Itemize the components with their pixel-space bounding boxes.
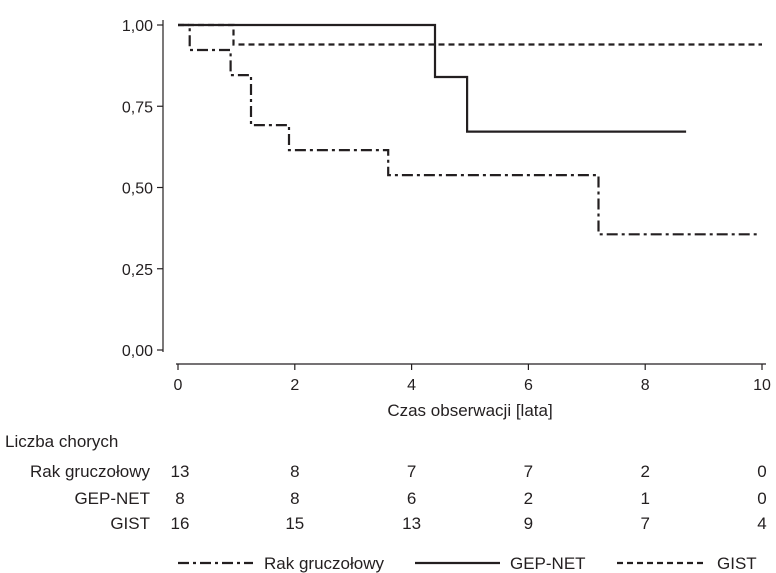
risk-row-label: GIST xyxy=(110,514,150,533)
x-tick-label: 4 xyxy=(407,377,416,394)
legend-label: GIST xyxy=(717,554,757,573)
risk-cell: 13 xyxy=(402,514,421,533)
x-tick-label: 10 xyxy=(753,377,771,394)
series-line-gep-net xyxy=(178,23,687,133)
series-line-rak-gruczo-owy xyxy=(178,23,760,236)
risk-cell: 2 xyxy=(640,462,649,481)
series-line-gist xyxy=(178,23,762,46)
risk-cell: 4 xyxy=(757,514,766,533)
risk-cell: 0 xyxy=(757,489,766,508)
risk-cell: 16 xyxy=(171,514,190,533)
y-tick-label: 0,00 xyxy=(122,343,153,360)
legend-label: GEP-NET xyxy=(510,554,586,573)
risk-row-label: Rak gruczołowy xyxy=(30,462,150,481)
risk-row-label: GEP-NET xyxy=(74,489,150,508)
risk-cell: 15 xyxy=(285,514,304,533)
legend: Rak gruczołowy GEP-NET GIST xyxy=(178,554,757,573)
x-tick-label: 6 xyxy=(524,377,533,394)
x-tick-label: 0 xyxy=(174,377,183,394)
y-tick-label: 0,25 xyxy=(122,262,153,279)
risk-cell: 2 xyxy=(524,489,533,508)
x-axis-title: Czas obserwacji [lata] xyxy=(387,401,552,420)
risk-cell: 7 xyxy=(524,462,533,481)
risk-cell: 6 xyxy=(407,489,416,508)
y-tick-group: 0,00 0,25 0,50 0,75 1,00 xyxy=(122,18,163,360)
x-tick-label: 8 xyxy=(641,377,650,394)
axes xyxy=(162,20,766,365)
risk-cell: 0 xyxy=(757,462,766,481)
risk-cell: 13 xyxy=(171,462,190,481)
risk-cell: 7 xyxy=(407,462,416,481)
risk-cell: 8 xyxy=(175,489,184,508)
risk-cell: 8 xyxy=(290,462,299,481)
legend-label: Rak gruczołowy xyxy=(264,554,384,573)
risk-table: Liczba chorych Rak gruczołowy 13 8 7 7 2 0 GEP-… xyxy=(5,432,767,533)
x-tick-label: 2 xyxy=(290,377,299,394)
risk-cell: 9 xyxy=(524,514,533,533)
y-tick-label: 1,00 xyxy=(122,18,153,35)
series-layer xyxy=(178,23,762,236)
risk-cell: 1 xyxy=(640,489,649,508)
y-tick-label: 0,50 xyxy=(122,181,153,198)
x-tick-group: 0 2 4 6 8 10 xyxy=(174,364,771,394)
y-tick-label: 0,75 xyxy=(122,99,153,116)
risk-table-title: Liczba chorych xyxy=(5,432,118,451)
risk-cell: 8 xyxy=(290,489,299,508)
risk-cell: 7 xyxy=(640,514,649,533)
